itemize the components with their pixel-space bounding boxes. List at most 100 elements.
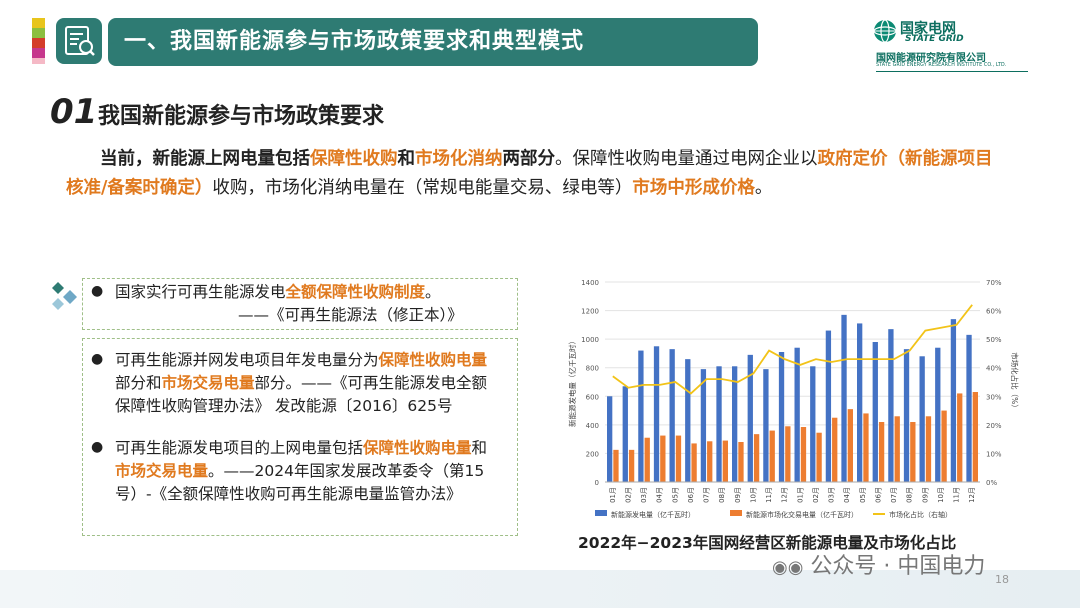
intro-highlight-2: 市场化消纳 bbox=[415, 149, 503, 169]
bar-generation bbox=[794, 347, 800, 482]
legend-swatch bbox=[730, 510, 742, 516]
bar-generation bbox=[950, 319, 957, 482]
bar-generation bbox=[841, 314, 847, 482]
bar-market-trade bbox=[941, 410, 947, 482]
x-tick-label: 01月 bbox=[796, 487, 804, 503]
y2-tick-label: 0% bbox=[986, 479, 997, 487]
bar-market-trade bbox=[925, 416, 932, 482]
logo-institute-en: STATE GRID ENERGY RESEARCH INSTITUTE CO.… bbox=[876, 63, 1007, 68]
bar-market-trade bbox=[957, 393, 963, 482]
bar-market-trade bbox=[660, 435, 666, 482]
bar-market-trade bbox=[628, 449, 635, 482]
bar-market-trade bbox=[769, 430, 775, 482]
item1-text-3: 部分。——《可再生能源发电全额保障性收购管理办法》 发改能源〔2016〕625号 bbox=[115, 374, 488, 415]
bar-generation bbox=[747, 354, 753, 482]
policy-box-2: ● 可再生能源并网发电项目年发电量分为保障性收购电量部分和市场交易电量部分。——… bbox=[82, 338, 518, 536]
diamond-decoration-icon bbox=[52, 282, 77, 310]
bar-market-trade bbox=[785, 426, 791, 482]
bar-market-trade bbox=[691, 443, 697, 482]
bar-market-trade bbox=[675, 435, 682, 482]
bar-generation bbox=[763, 369, 769, 482]
strip-4 bbox=[32, 48, 45, 58]
item1-text-1: 可再生能源并网发电项目年发电量分为 bbox=[115, 351, 379, 369]
energy-chart: 0 200 400 600 800 1000 1200 1400 0% 10% 20% 30% 40% 5… bbox=[567, 279, 1020, 519]
y-tick-label: 1000 bbox=[581, 336, 599, 344]
bar-generation bbox=[810, 366, 816, 482]
x-tick-label: 10月 bbox=[749, 487, 757, 503]
intro-highlight-4: 市场中形成价格 bbox=[632, 178, 755, 198]
section-title: 我国新能源参与市场政策要求 bbox=[98, 104, 385, 129]
policy-box-1-text: 国家实行可再生能源发电全额保障性收购制度。 bbox=[115, 281, 510, 304]
x-tick-label: 03月 bbox=[640, 487, 648, 503]
intro-text-1: 当前，新能源上网电量包括 bbox=[100, 149, 310, 169]
bar-generation bbox=[700, 369, 707, 482]
bar-generation bbox=[888, 329, 894, 482]
y-tick-label: 200 bbox=[586, 450, 599, 458]
bar-market-trade bbox=[613, 449, 619, 482]
bar-generation bbox=[685, 359, 691, 482]
bar-generation bbox=[669, 349, 675, 482]
legend-label: 新能源发电量（亿千瓦时） bbox=[611, 510, 695, 519]
wechat-text: 公众号 · 中国电力 bbox=[810, 554, 986, 579]
bullet-dot: ● bbox=[91, 351, 104, 367]
bar-market-trade bbox=[878, 422, 885, 482]
y-tick-label: 800 bbox=[586, 365, 599, 373]
intro-highlight-1: 保障性收购 bbox=[310, 149, 398, 169]
bullet-dot: ● bbox=[91, 283, 104, 299]
legend-label: 新能源市场化交易电量（亿千瓦时） bbox=[746, 510, 858, 519]
bar-market-trade bbox=[894, 416, 900, 482]
state-grid-logo-icon bbox=[873, 19, 897, 43]
bar-market-trade bbox=[847, 409, 853, 482]
wechat-icon: ◉◉ bbox=[772, 557, 804, 578]
x-tick-label: 07月 bbox=[703, 487, 711, 503]
page-number: 18 bbox=[995, 573, 1009, 586]
section-number: 01 bbox=[50, 92, 98, 132]
header-banner bbox=[108, 18, 758, 66]
y-tick-label: 0 bbox=[595, 479, 599, 487]
legend-label: 市场化占比（右轴） bbox=[889, 510, 952, 519]
y-tick-label: 400 bbox=[586, 422, 599, 430]
intro-text-3: 两部分 bbox=[502, 149, 556, 169]
x-tick-label: 01月 bbox=[609, 487, 617, 503]
x-tick-label: 02月 bbox=[812, 487, 820, 503]
bar-generation bbox=[607, 396, 613, 482]
logo-name-en: STATE GRID bbox=[905, 34, 964, 44]
x-tick-label: 12月 bbox=[781, 487, 789, 503]
item1-text-2: 部分和 bbox=[115, 374, 162, 392]
item2-text-2: 和 bbox=[471, 439, 488, 457]
y2-axis-label: 市场化占比（%） bbox=[1010, 352, 1020, 412]
header-icon-box bbox=[56, 18, 102, 64]
bar-generation bbox=[716, 366, 722, 482]
item2-highlight-2: 市场交易电量 bbox=[115, 462, 209, 480]
logo-divider bbox=[876, 71, 1028, 72]
policy-box-1-source: ——《可再生能源法（修正本）》 bbox=[238, 306, 463, 324]
document-search-icon bbox=[65, 26, 95, 56]
y2-tick-label: 40% bbox=[986, 365, 1002, 373]
x-tick-label: 05月 bbox=[671, 487, 679, 503]
intro-highlight-3: 政府定价（新能源项目核准/备案时确定） bbox=[66, 149, 993, 198]
item2-text-1: 可再生能源发电项目的上网电量包括 bbox=[115, 439, 364, 457]
policy-item-2: 可再生能源发电项目的上网电量包括保障性收购电量和市场交易电量。——2024年国家… bbox=[115, 437, 501, 506]
box1-text-2: 。 bbox=[425, 283, 441, 301]
strip-5 bbox=[32, 58, 45, 64]
intro-paragraph: 当前，新能源上网电量包括保障性收购和市场化消纳两部分。保障性收购电量通过电网企业… bbox=[66, 145, 996, 203]
policy-box-1: ● 国家实行可再生能源发电全额保障性收购制度。 ——《可再生能源法（修正本）》 bbox=[82, 278, 518, 330]
x-tick-label: 06月 bbox=[687, 487, 695, 503]
strip-2 bbox=[32, 28, 45, 38]
x-tick-label: 08月 bbox=[718, 487, 726, 503]
policy-item-1: 可再生能源并网发电项目年发电量分为保障性收购电量部分和市场交易电量部分。——《可… bbox=[115, 349, 501, 418]
x-tick-label: 07月 bbox=[890, 487, 898, 503]
bar-generation bbox=[903, 349, 910, 482]
bar-market-trade bbox=[816, 432, 822, 482]
item2-text-3: 。——2024年国家发展改革委令（第15号）-《全额保障性收购可再生能源电量监管… bbox=[115, 462, 485, 503]
page-title: 一、我国新能源参与市场政策要求和典型模式 bbox=[124, 29, 585, 54]
item1-highlight-2: 市场交易电量 bbox=[161, 374, 255, 392]
x-tick-label: 08月 bbox=[906, 487, 914, 503]
intro-text-5: 收购，市场化消纳电量在（常规电能量交易、绿电等） bbox=[212, 178, 633, 198]
bar-generation bbox=[653, 346, 660, 482]
y2-tick-label: 20% bbox=[986, 422, 1002, 430]
x-tick-label: 05月 bbox=[859, 487, 867, 503]
logo-name-cn: 国家电网 bbox=[900, 21, 956, 37]
bar-market-trade bbox=[800, 427, 807, 482]
item2-highlight-1: 保障性收购电量 bbox=[363, 439, 472, 457]
